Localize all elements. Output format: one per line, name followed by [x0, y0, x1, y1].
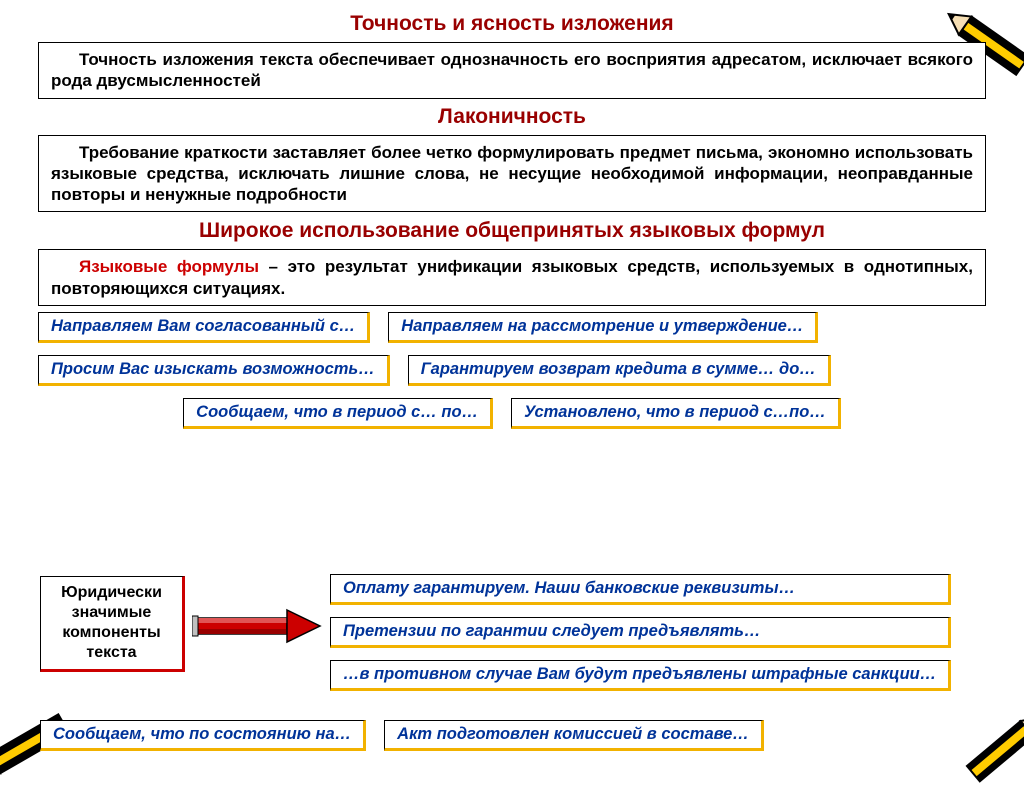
pencil-bottom-right — [959, 698, 1024, 798]
formula-box: Просим Вас изыскать возможность… — [38, 355, 390, 386]
formula-box: …в противном случае Вам будут предъявлен… — [330, 660, 951, 691]
formula-grid: Направляем Вам согласованный с… Направля… — [38, 312, 986, 429]
bottom-formula-row: Сообщаем, что по состоянию на… Акт подго… — [40, 720, 764, 751]
formula-box: Акт подготовлен комиссией в составе… — [384, 720, 764, 751]
box-formulas-def: Языковые формулы – это результат унифика… — [38, 249, 986, 306]
formula-box: Сообщаем, что в период с… по… — [183, 398, 493, 429]
juridical-box: Юридически значимые компоненты текста — [40, 576, 185, 672]
heading-laconic: Лаконичность — [30, 105, 994, 129]
formula-box: Направляем на рассмотрение и утверждение… — [388, 312, 818, 343]
right-formula-stack: Оплату гарантируем. Наши банковские рекв… — [330, 574, 951, 703]
term-formulas: Языковые формулы — [79, 257, 259, 276]
formula-box: Направляем Вам согласованный с… — [38, 312, 370, 343]
heading-accuracy: Точность и ясность изложения — [30, 12, 994, 36]
formula-box: Сообщаем, что по состоянию на… — [40, 720, 366, 751]
formula-box: Оплату гарантируем. Наши банковские рекв… — [330, 574, 951, 605]
heading-formulas: Широкое использование общепринятых языко… — [30, 218, 994, 243]
formula-box: Гарантируем возврат кредита в сумме… до… — [408, 355, 831, 386]
box-accuracy: Точность изложения текста обеспечивает о… — [38, 42, 986, 99]
formula-box: Претензии по гарантии следует предъявлят… — [330, 617, 951, 648]
formula-box: Установлено, что в период с…по… — [511, 398, 841, 429]
arrow-icon — [192, 608, 322, 649]
box-laconic: Требование краткости заставляет более че… — [38, 135, 986, 213]
